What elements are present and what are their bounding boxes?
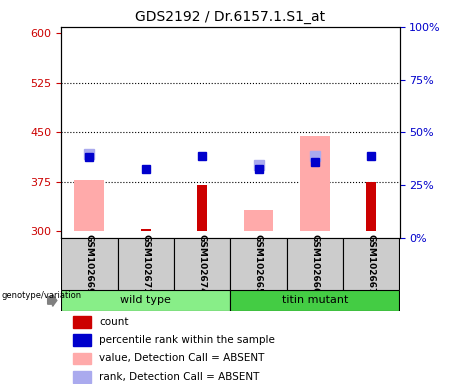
Bar bbox=[73, 353, 91, 364]
Bar bbox=[197, 185, 207, 232]
Text: GSM102669: GSM102669 bbox=[85, 234, 94, 294]
Bar bbox=[73, 316, 91, 328]
Text: rank, Detection Call = ABSENT: rank, Detection Call = ABSENT bbox=[99, 372, 259, 382]
Text: count: count bbox=[99, 317, 129, 327]
Text: genotype/variation: genotype/variation bbox=[1, 291, 81, 300]
Text: value, Detection Call = ABSENT: value, Detection Call = ABSENT bbox=[99, 353, 265, 364]
Text: GSM102665: GSM102665 bbox=[254, 234, 263, 294]
Bar bbox=[141, 230, 150, 232]
Text: percentile rank within the sample: percentile rank within the sample bbox=[99, 335, 275, 345]
Bar bbox=[243, 210, 273, 232]
Bar bbox=[73, 371, 91, 382]
FancyBboxPatch shape bbox=[61, 238, 118, 290]
Text: GSM102674: GSM102674 bbox=[197, 234, 207, 294]
FancyBboxPatch shape bbox=[230, 290, 400, 311]
FancyBboxPatch shape bbox=[343, 238, 399, 290]
Bar bbox=[300, 136, 330, 232]
Text: GSM102667: GSM102667 bbox=[367, 234, 376, 294]
Text: GSM102671: GSM102671 bbox=[141, 234, 150, 294]
FancyBboxPatch shape bbox=[287, 238, 343, 290]
Bar bbox=[73, 334, 91, 346]
FancyBboxPatch shape bbox=[174, 238, 230, 290]
Text: titin mutant: titin mutant bbox=[282, 295, 348, 306]
FancyBboxPatch shape bbox=[118, 238, 174, 290]
Text: GSM102666: GSM102666 bbox=[310, 234, 320, 294]
Bar bbox=[74, 180, 104, 232]
FancyBboxPatch shape bbox=[61, 290, 230, 311]
FancyArrow shape bbox=[47, 295, 57, 306]
Text: wild type: wild type bbox=[120, 295, 171, 306]
Title: GDS2192 / Dr.6157.1.S1_at: GDS2192 / Dr.6157.1.S1_at bbox=[135, 10, 325, 25]
FancyBboxPatch shape bbox=[230, 238, 287, 290]
Bar bbox=[366, 182, 376, 232]
